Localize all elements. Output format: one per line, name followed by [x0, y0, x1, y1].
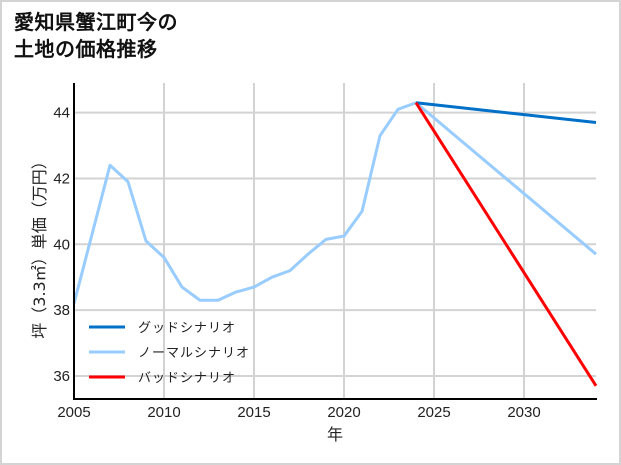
- x-tick-label: 2005: [57, 404, 90, 421]
- legend-label: グッドシナリオ: [138, 321, 236, 336]
- y-tick-label: 40: [53, 236, 70, 253]
- chart-title-line1: 愛知県蟹江町今の: [14, 10, 178, 34]
- y-tick-label: 44: [53, 105, 70, 122]
- y-axis-label: 坪（3.3㎡）単価（万円）: [30, 153, 49, 338]
- chart-title: 愛知県蟹江町今の 土地の価格推移: [14, 9, 178, 63]
- data-series: [72, 101, 598, 387]
- x-tick-label: 2030: [507, 404, 540, 421]
- x-tick-label: 2010: [147, 404, 180, 421]
- x-axis-label: 年: [327, 425, 343, 444]
- series-line: [414, 101, 598, 387]
- legend-label: バッドシナリオ: [138, 371, 236, 386]
- y-axis-ticks: 36 38 40 42 44: [53, 105, 70, 385]
- x-axis-ticks: 2005 2010 2015 2020 2025 2030: [57, 404, 540, 421]
- y-tick-label: 42: [53, 170, 70, 187]
- legend-label: ノーマルシナリオ: [138, 346, 250, 361]
- chart-title-line2: 土地の価格推移: [14, 37, 158, 61]
- x-tick-label: 2025: [417, 404, 450, 421]
- grid-lines: [74, 83, 596, 399]
- y-tick-label: 38: [53, 302, 70, 319]
- x-tick-label: 2015: [237, 404, 270, 421]
- series-line: [415, 101, 597, 124]
- y-tick-label: 36: [53, 368, 70, 385]
- x-tick-label: 2020: [327, 404, 360, 421]
- series-line: [72, 101, 597, 304]
